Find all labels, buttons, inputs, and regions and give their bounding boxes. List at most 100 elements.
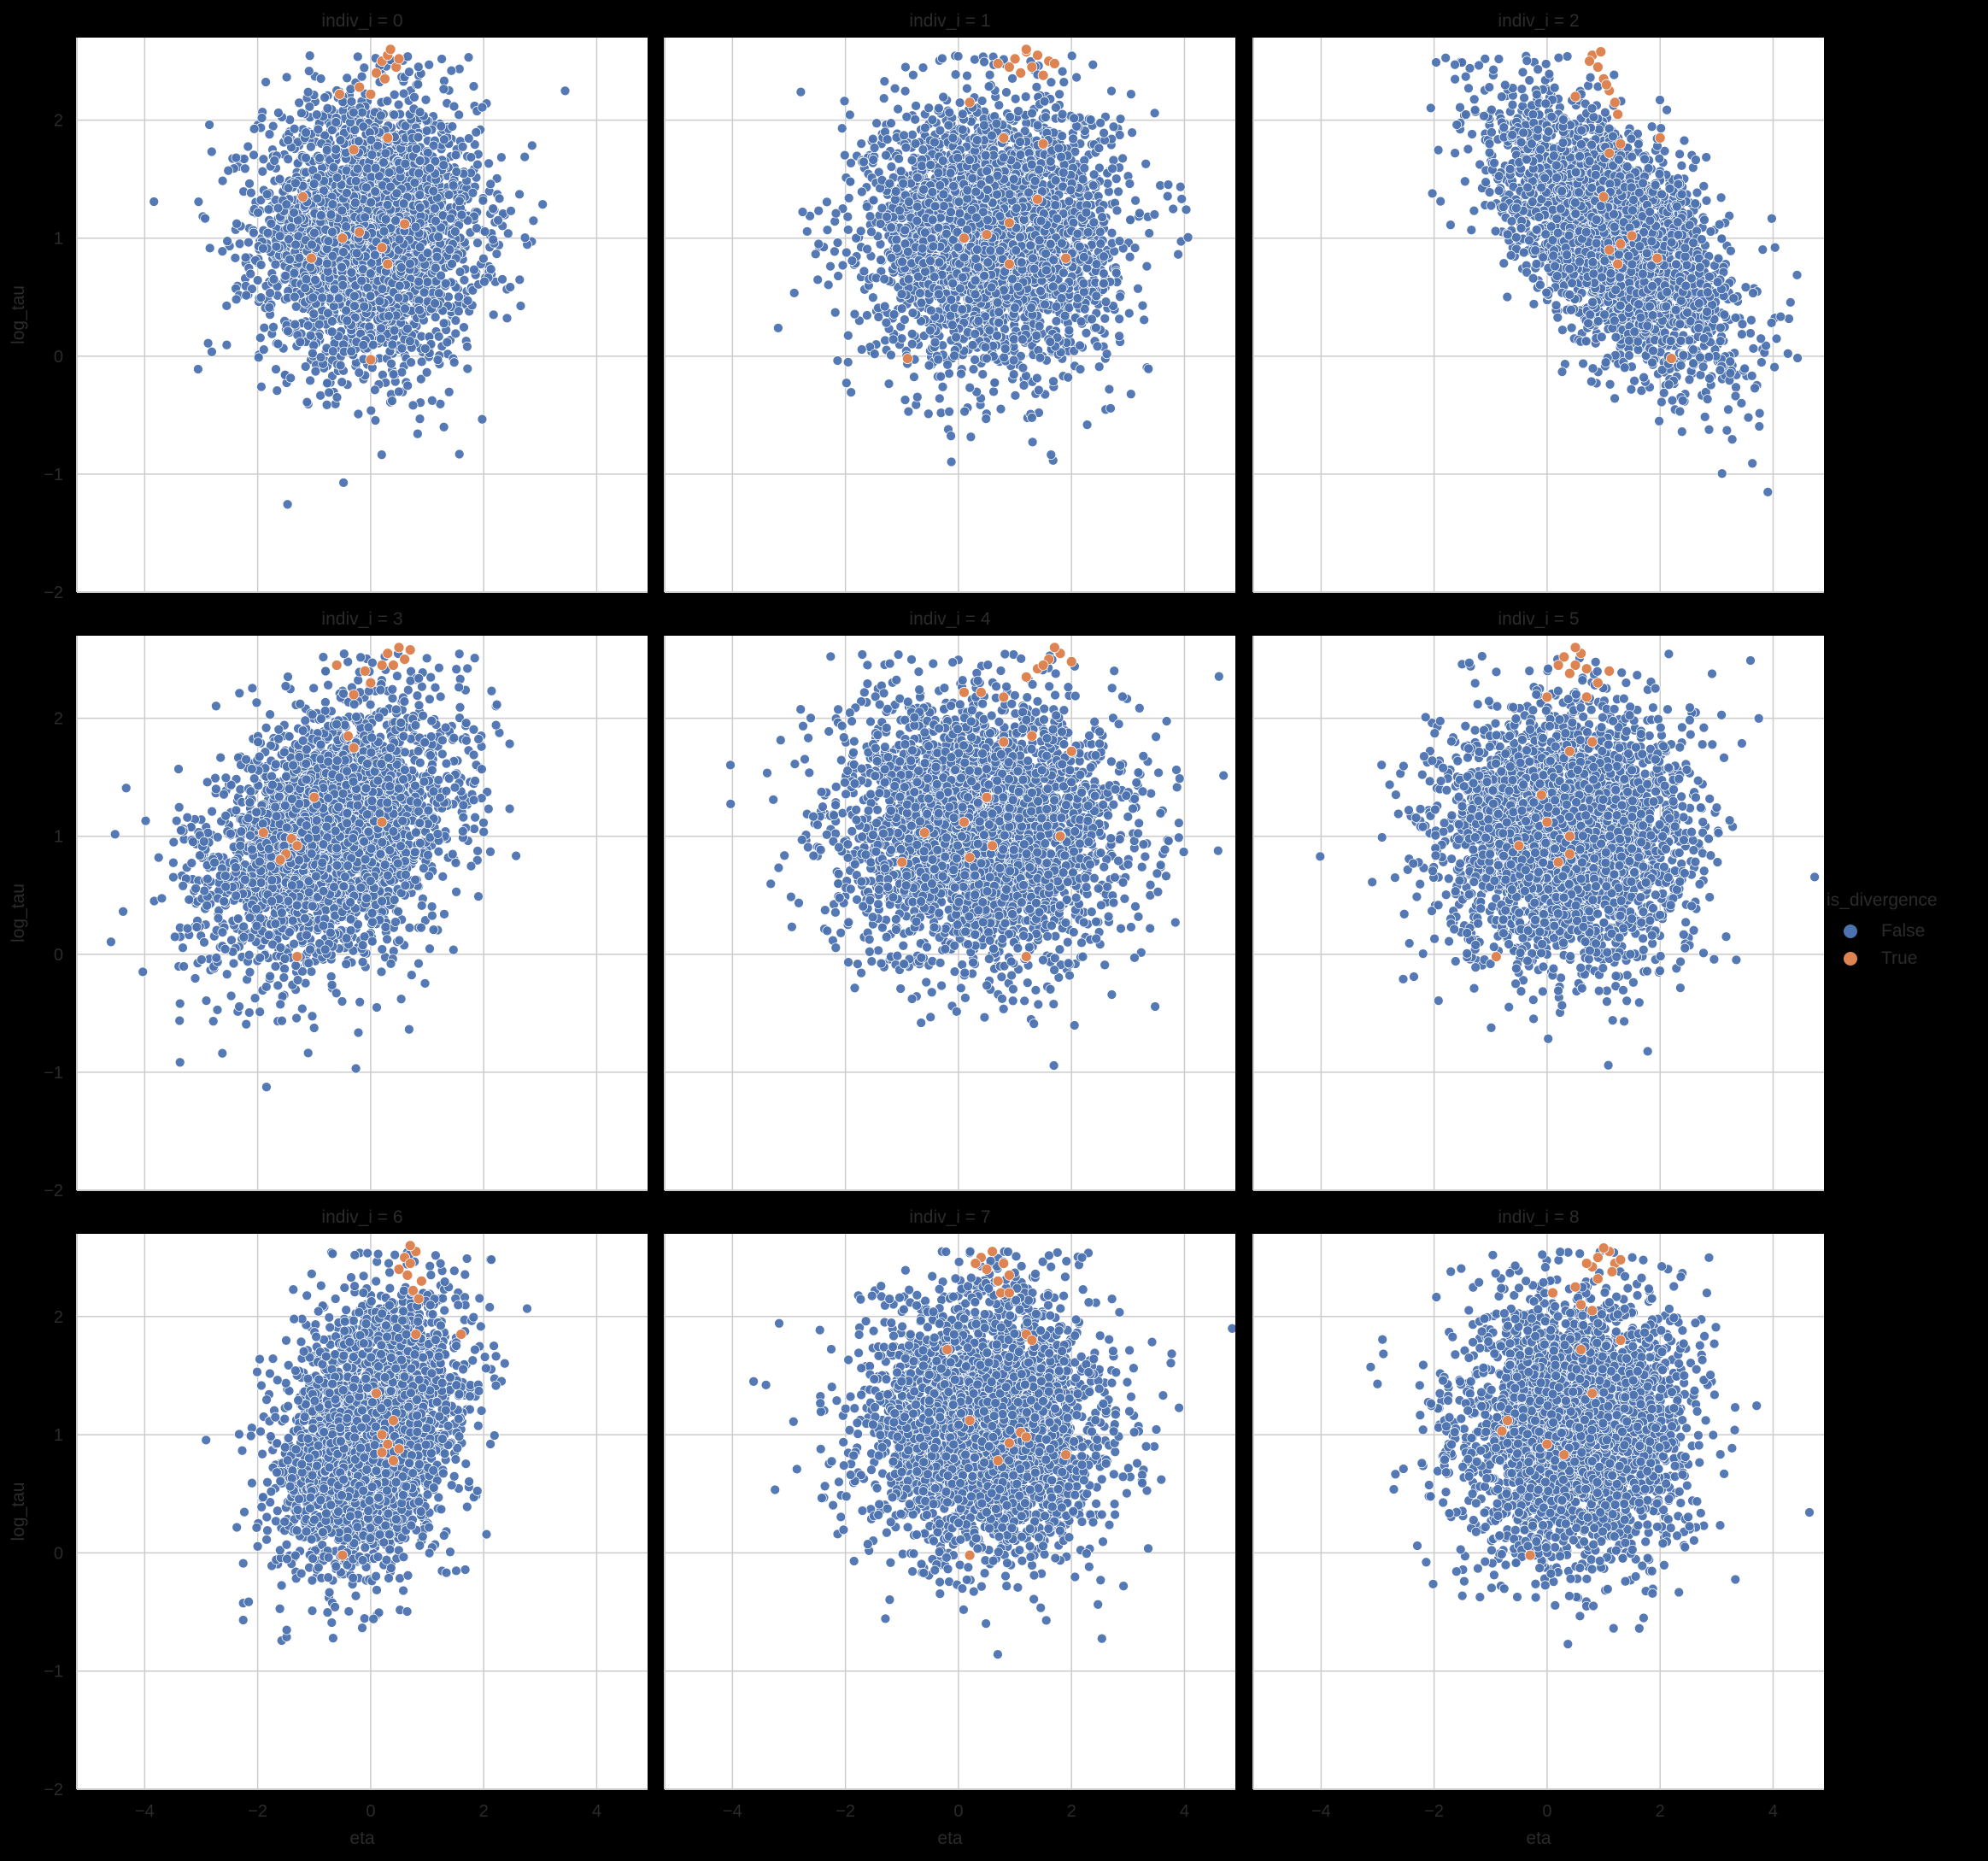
scatter-point-false (422, 248, 433, 258)
scatter-point-true (297, 191, 309, 203)
scatter-point-false (445, 213, 456, 224)
scatter-point-false (376, 333, 386, 344)
scatter-point-false (241, 290, 252, 301)
scatter-point-false (457, 141, 468, 152)
scatter-point-false (372, 140, 384, 151)
scatter-point-false (255, 292, 267, 302)
scatter-point-false (1139, 314, 1150, 326)
scatter-point-false (438, 421, 449, 432)
scatter-point-false (320, 92, 330, 103)
scatter-point-false (267, 120, 279, 132)
scatter-point-false (389, 109, 400, 120)
scatter-point-false (389, 89, 400, 100)
scatter-point-false (439, 134, 449, 145)
scatter-point-false (304, 102, 315, 112)
scatter-point-false (449, 357, 460, 367)
scatter-point-false (471, 127, 482, 138)
scatter-point-false (1001, 87, 1012, 97)
scatter-point-false (367, 339, 378, 350)
scatter-point-false (431, 215, 441, 226)
scatter-point-false (345, 84, 356, 95)
scatter-point-false (450, 328, 461, 339)
scatter-point-false (308, 308, 320, 320)
scatter-point-false (350, 176, 361, 186)
scatter-point-false (528, 215, 539, 226)
scatter-point-false (1106, 85, 1117, 97)
scatter-point-false (391, 188, 402, 199)
scatter-point-false (321, 144, 332, 156)
scatter-point-false (243, 237, 254, 248)
scatter-point-false (256, 381, 267, 392)
scatter-point-false (308, 179, 320, 190)
scatter-point-false (365, 268, 376, 279)
scatter-point-true (382, 132, 394, 144)
scatter-point-true (379, 73, 390, 85)
scatter-point-false (485, 179, 496, 190)
scatter-point-false (290, 319, 301, 330)
scatter-point-false (514, 274, 525, 285)
scatter-point-false (979, 56, 989, 68)
scatter-point-false (484, 158, 494, 169)
scatter-point-false (393, 99, 404, 110)
scatter-point-false (849, 308, 860, 320)
scatter-point-false (274, 231, 285, 242)
scatter-point-false (370, 186, 380, 197)
scatter-point-false (491, 173, 502, 184)
scatter-point-false (337, 377, 348, 387)
scatter-point-false (234, 238, 245, 250)
scatter-point-false (519, 151, 531, 162)
scatter-point-false (253, 208, 263, 218)
scatter-point-false (352, 51, 363, 62)
scatter-point-false (281, 199, 292, 210)
scatter-point-false (349, 125, 361, 135)
panel-title: indiv_i = 0 (321, 11, 402, 31)
scatter-point-false (488, 203, 498, 214)
scatter-point-false (924, 103, 935, 114)
scatter-point-false (404, 67, 414, 77)
scatter-point-false (378, 157, 389, 167)
scatter-point-false (414, 203, 425, 213)
scatter-point-false (414, 305, 425, 315)
scatter-point-false (454, 109, 465, 120)
scatter-points (149, 44, 571, 510)
scatter-point-false (1117, 153, 1128, 164)
scatter-point-false (954, 97, 965, 108)
scatter-point-false (988, 386, 999, 397)
scatter-point-false (994, 100, 1005, 110)
scatter-point-false (302, 320, 314, 331)
scatter-point-false (906, 328, 918, 339)
scatter-point-false (358, 340, 369, 350)
scatter-point-false (289, 267, 300, 279)
scatter-point-false (440, 278, 451, 289)
scatter-point-false (875, 183, 885, 194)
scatter-point-false (331, 392, 343, 402)
scatter-point-false (341, 305, 351, 316)
scatter-point-false (519, 232, 531, 244)
y-tick-label: −2 (44, 584, 63, 602)
scatter-point-false (264, 302, 275, 313)
scatter-point-false (207, 346, 217, 357)
scatter-point-false (376, 110, 386, 121)
scatter-point-false (449, 226, 460, 237)
scatter-point-false (290, 239, 301, 250)
scatter-point-false (444, 244, 455, 255)
scatter-point-false (868, 195, 879, 206)
scatter-point-false (421, 367, 432, 378)
scatter-point-false (900, 85, 911, 97)
scatter-point-false (456, 209, 467, 220)
scatter-point-true (371, 68, 382, 79)
scatter-point-false (341, 221, 351, 232)
scatter-point-false (301, 127, 311, 138)
scatter-point-false (413, 62, 424, 73)
scatter-point-false (795, 86, 806, 97)
scatter-point-false (269, 156, 280, 166)
scatter-point-false (352, 163, 363, 174)
scatter-point-false (400, 303, 410, 314)
scatter-point-false (965, 431, 976, 443)
scatter-point-false (282, 499, 293, 510)
scatter-point-false (443, 190, 454, 200)
scatter-point-false (394, 234, 405, 245)
scatter-point-false (414, 190, 425, 201)
scatter-point-false (302, 86, 314, 97)
scatter-point-false (413, 167, 425, 179)
